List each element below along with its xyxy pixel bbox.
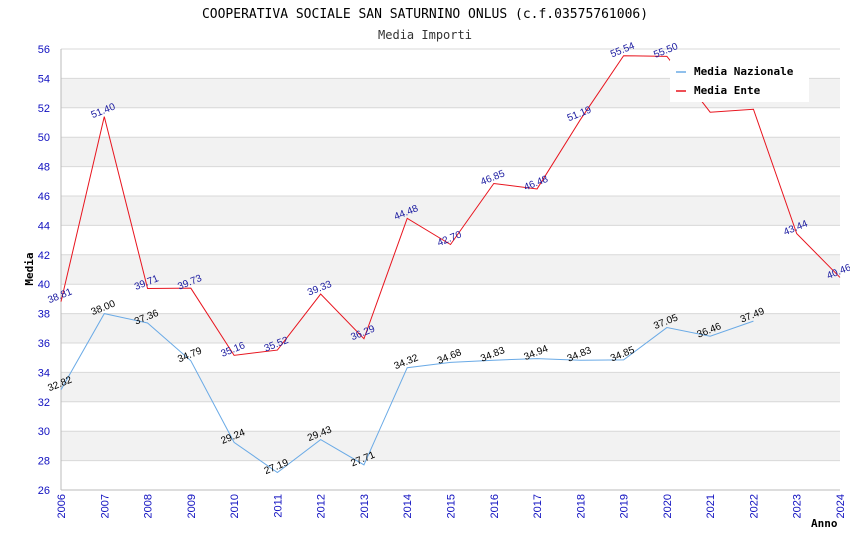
x-tick-label: 2014 <box>402 494 414 518</box>
grid-band <box>61 137 840 167</box>
y-tick-label: 38 <box>38 309 50 321</box>
y-tick-label: 32 <box>38 397 50 409</box>
x-tick-label: 2020 <box>662 494 674 518</box>
data-label-media-nazionale: 34.85 <box>609 345 637 365</box>
data-label-media-nazionale: 34.94 <box>522 343 550 363</box>
grid-band <box>61 372 840 402</box>
y-tick-labels: 26 28 30 32 34 36 38 40 42 44 46 48 50 52 54 56 <box>38 44 50 497</box>
x-tick-label: 2008 <box>143 494 155 518</box>
series-line-media-ente <box>60 55 841 356</box>
x-tick-label: 2013 <box>359 494 371 518</box>
x-axis-label: Anno <box>811 517 838 530</box>
x-tick-label: 2009 <box>186 494 198 518</box>
x-tick-label: 2019 <box>619 494 631 518</box>
chart-subtitle: Media Importi <box>378 28 472 42</box>
x-tick-label: 2007 <box>99 494 111 518</box>
legend-label-media-ente: Media Ente <box>694 84 761 97</box>
y-tick-label: 34 <box>38 367 50 379</box>
x-tick-labels: 2006 2007 2008 2009 2010 2011 2012 2013 2014 2015… <box>56 494 847 518</box>
series-lines <box>60 55 841 474</box>
y-tick-label: 28 <box>38 456 50 468</box>
legend: Media Nazionale Media Ente <box>670 60 809 102</box>
data-label-media-nazionale: 34.79 <box>176 346 204 366</box>
x-tick-label: 2022 <box>748 494 760 518</box>
series-line-media-nazionale <box>60 313 754 474</box>
y-tick-label: 36 <box>38 338 50 350</box>
y-axis-label: Media <box>23 252 36 285</box>
chart-title: COOPERATIVA SOCIALE SAN SATURNINO ONLUS … <box>202 7 648 22</box>
grid-band <box>61 196 840 226</box>
legend-label-media-nazionale: Media Nazionale <box>694 65 794 78</box>
data-label-media-ente: 42.70 <box>436 229 464 249</box>
x-tick-label: 2010 <box>229 494 241 518</box>
x-tick-label: 2016 <box>489 494 501 518</box>
x-tick-label: 2017 <box>532 494 544 518</box>
data-label-media-nazionale: 34.83 <box>479 345 507 365</box>
y-tick-label: 44 <box>38 220 50 232</box>
grid-bands <box>61 78 840 461</box>
y-tick-label: 30 <box>38 426 50 438</box>
y-tick-label: 56 <box>38 44 50 56</box>
x-tick-label: 2024 <box>835 494 847 518</box>
x-tick-label: 2021 <box>705 494 717 518</box>
y-tick-label: 50 <box>38 132 50 144</box>
grid-band <box>61 431 840 461</box>
x-tick-label: 2023 <box>792 494 804 518</box>
y-tick-label: 52 <box>38 103 50 115</box>
data-label-media-ente: 55.50 <box>652 41 680 61</box>
grid-band <box>61 254 840 285</box>
x-tick-label: 2012 <box>316 494 328 518</box>
x-tick-label: 2018 <box>575 494 587 518</box>
data-label-media-nazionale: 34.83 <box>566 345 594 365</box>
grid-band <box>61 313 840 343</box>
data-label-media-ente: 38.81 <box>46 286 74 306</box>
x-tick-label: 2015 <box>446 494 458 518</box>
axes <box>60 49 840 491</box>
grid-lines <box>61 48 840 491</box>
y-tick-label: 26 <box>38 485 50 497</box>
y-tick-label: 42 <box>38 250 50 262</box>
y-tick-label: 54 <box>38 73 50 85</box>
legend-box <box>670 60 809 102</box>
y-tick-label: 46 <box>38 191 50 203</box>
y-tick-label: 48 <box>38 162 50 174</box>
x-tick-label: 2011 <box>272 494 284 518</box>
data-label-media-nazionale: 34.68 <box>436 347 464 367</box>
x-tick-label: 2006 <box>56 494 68 518</box>
y-tick-label: 40 <box>38 279 50 291</box>
data-label-media-ente: 46.48 <box>522 174 550 194</box>
